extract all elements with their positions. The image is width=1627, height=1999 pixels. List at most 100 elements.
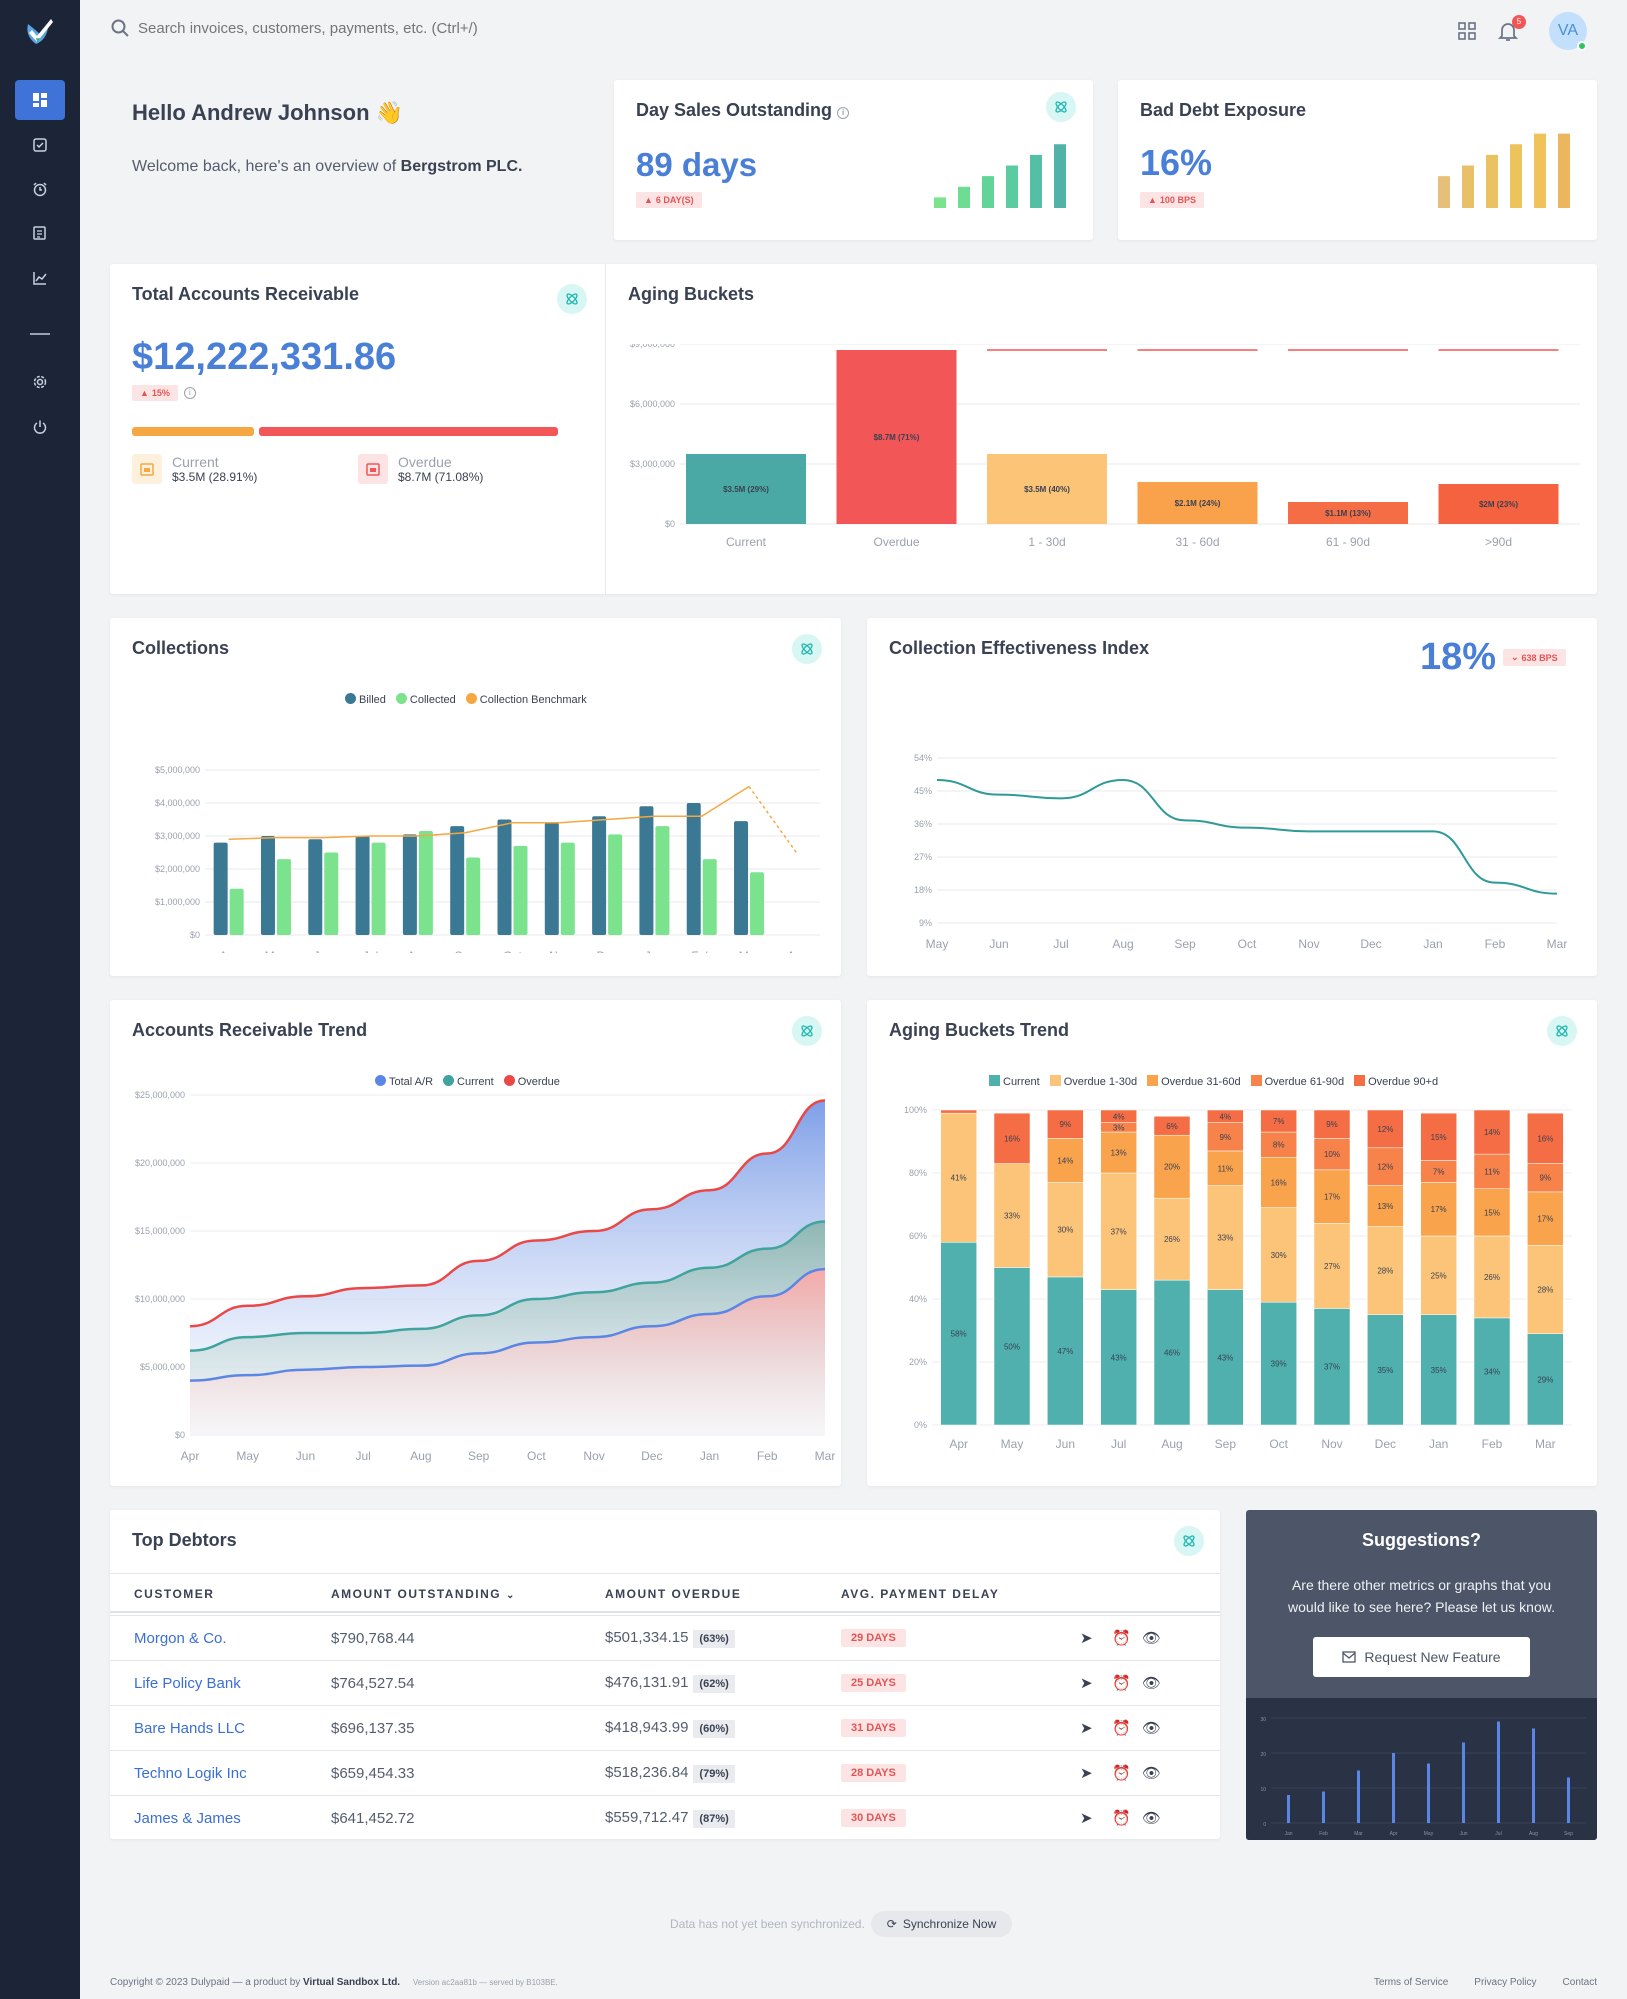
legend-item[interactable]: Overdue (503, 1075, 560, 1088)
legend-item[interactable]: Billed (345, 693, 386, 706)
collected-bar (655, 826, 670, 935)
current-summary: Current $3.5M (28.91%) (132, 454, 257, 484)
legend-item[interactable]: Collection Benchmark (465, 693, 587, 706)
customer-link[interactable]: Techno Logik Inc (134, 1764, 247, 1782)
nav-reminders[interactable] (15, 169, 65, 209)
alarm-clock-icon[interactable]: ⏰ (1112, 1630, 1131, 1647)
eye-icon[interactable]: 👁 (1142, 1765, 1162, 1782)
atom-icon[interactable] (1046, 92, 1076, 122)
synchronize-label: Synchronize Now (902, 1917, 997, 1931)
apps-grid-icon[interactable] (1457, 21, 1477, 41)
segment-label: 9% (1540, 1174, 1552, 1183)
atom-icon[interactable] (1547, 1016, 1577, 1046)
alarm-clock-icon[interactable]: ⏰ (1112, 1810, 1131, 1827)
nav-logout[interactable] (15, 407, 65, 447)
atom-icon[interactable] (792, 634, 822, 664)
atom-icon[interactable] (557, 284, 587, 314)
collected-bar (608, 834, 623, 935)
dso-value: 89 days (636, 146, 758, 183)
legend-item[interactable]: Collected (395, 693, 456, 706)
customer-link[interactable]: Morgon & Co. (134, 1629, 227, 1647)
customer-link[interactable]: James & James (134, 1809, 241, 1827)
calendar-icon (132, 454, 162, 484)
y-tick-label: $0 (175, 1430, 185, 1440)
greeting: Hello Andrew Johnson 👋 Welcome back, her… (132, 100, 522, 176)
spark-bar (934, 197, 946, 208)
legend-item[interactable]: Overdue 1-30d (1049, 1075, 1137, 1088)
nav-invoices[interactable] (15, 213, 65, 253)
atom-icon[interactable] (1174, 1526, 1204, 1556)
send-icon[interactable]: ➤ (1080, 1720, 1093, 1737)
sync-icon: ⟳ (886, 1917, 897, 1931)
legend-item[interactable]: Total A/R (375, 1075, 433, 1088)
overdue-label: Overdue (398, 454, 452, 470)
synchronize-button[interactable]: ⟳ Synchronize Now (870, 1911, 1013, 1937)
stack-segment (1367, 1314, 1404, 1426)
customer-link[interactable]: Life Policy Bank (134, 1674, 241, 1692)
stack-segment (1047, 1109, 1084, 1139)
eye-icon[interactable]: 👁 (1142, 1630, 1162, 1647)
send-icon[interactable]: ➤ (1080, 1810, 1093, 1827)
stack-segment (1313, 1138, 1351, 1171)
alarm-clock-icon[interactable]: ⏰ (1112, 1765, 1131, 1782)
collected-bar (702, 859, 717, 935)
nav-reports[interactable] (15, 258, 65, 298)
nav-settings[interactable] (15, 362, 65, 402)
mini-bar (1497, 1721, 1500, 1823)
y-tick-label: $0 (190, 930, 200, 940)
atom-icon[interactable] (792, 1016, 822, 1046)
x-tick-label: Dec (641, 1449, 662, 1463)
sync-status: Data has not yet been synchronized. (670, 1917, 865, 1931)
info-icon[interactable]: i (837, 107, 850, 119)
collections-legend: Billed Collected Collection Benchmark (345, 693, 587, 706)
segment-label: 16% (1271, 1178, 1287, 1187)
alarm-clock-icon[interactable]: ⏰ (1112, 1720, 1131, 1737)
eye-icon[interactable]: 👁 (1142, 1720, 1162, 1737)
mini-bar (1322, 1791, 1325, 1823)
bell-icon[interactable] (1497, 20, 1519, 42)
ar-split-bar (132, 427, 558, 436)
send-icon[interactable]: ➤ (1080, 1675, 1093, 1692)
request-feature-label: Request New Feature (1364, 1649, 1501, 1665)
legend-item[interactable]: Overdue 90+d (1354, 1075, 1438, 1088)
customer-link[interactable]: Bare Hands LLC (134, 1719, 245, 1737)
column-header-customer[interactable]: CUSTOMER (134, 1587, 215, 1601)
column-header-outstanding[interactable]: AMOUNT OUTSTANDING ⌄ (331, 1587, 516, 1601)
info-icon[interactable]: i (183, 387, 196, 399)
top-debtors-card: Top Debtors CUSTOMER AMOUNT OUTSTANDING … (110, 1510, 1220, 1839)
app-logo[interactable] (22, 14, 56, 48)
legend-item[interactable]: Current (989, 1075, 1040, 1088)
eye-icon[interactable]: 👁 (1142, 1810, 1162, 1827)
suggestions-mini-chart: 30 20 10 0 Jan Feb Mar Apr May Jun Jul Aug Sep (1246, 1698, 1597, 1840)
cei-line (936, 778, 1558, 895)
send-icon[interactable]: ➤ (1080, 1765, 1093, 1782)
column-header-delay[interactable]: AVG. PAYMENT DELAY (841, 1587, 1000, 1601)
send-icon[interactable]: ➤ (1080, 1630, 1093, 1647)
legend-item[interactable]: Overdue 61-90d (1250, 1075, 1344, 1088)
dso-card: Day Sales Outstanding i 89 days ▲ 6 DAY(… (614, 80, 1093, 240)
search-bar[interactable] (110, 18, 558, 38)
footer-link-terms[interactable]: Terms of Service (1373, 1977, 1449, 1988)
segment-label: 16% (1537, 1134, 1553, 1143)
total-ar-value: $12,222,331.86 (132, 336, 397, 378)
footer-link-contact[interactable]: Contact (1562, 1977, 1597, 1988)
footer-link-privacy[interactable]: Privacy Policy (1474, 1977, 1537, 1988)
segment-label: 7% (1273, 1117, 1285, 1126)
payment-delay-badge: 30 DAYS (841, 1809, 906, 1827)
amount-overdue: $476,131.91 (605, 1673, 689, 1691)
search-input[interactable] (138, 19, 558, 37)
eye-icon[interactable]: 👁 (1142, 1675, 1162, 1692)
alarm-clock-icon[interactable]: ⏰ (1112, 1675, 1131, 1692)
billed-bar (355, 836, 370, 935)
copyright-company[interactable]: Virtual Sandbox Ltd. (303, 1977, 401, 1988)
legend-item[interactable]: Current (443, 1075, 494, 1088)
nav-dashboard[interactable] (15, 80, 65, 120)
chart-line-icon (33, 272, 47, 285)
request-feature-button[interactable]: Request New Feature (1313, 1637, 1530, 1677)
mini-bar (1392, 1753, 1395, 1823)
stack-segment (1100, 1131, 1137, 1174)
column-header-overdue[interactable]: AMOUNT OVERDUE (605, 1587, 742, 1601)
nav-tasks[interactable] (15, 125, 65, 165)
legend-item[interactable]: Overdue 31-60d (1147, 1075, 1241, 1088)
stack-segment (1047, 1182, 1084, 1278)
